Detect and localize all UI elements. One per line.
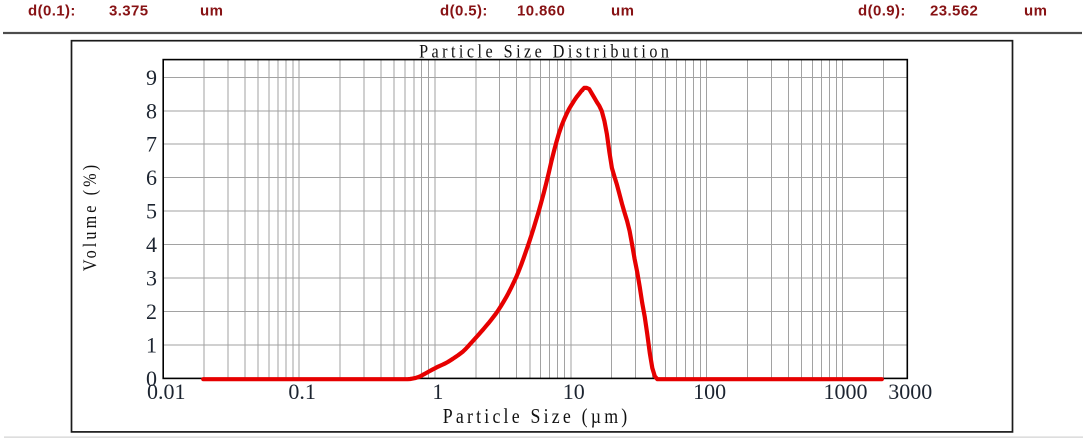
svg-text:8: 8 [146,98,157,123]
svg-text:4: 4 [146,232,157,257]
svg-text:1000: 1000 [824,379,868,404]
svg-text:10.860: 10.860 [517,3,565,20]
svg-text:100: 100 [693,379,726,404]
svg-text:23.562: 23.562 [930,3,978,20]
svg-text:10: 10 [563,379,585,404]
svg-text:Volume (%): Volume (%) [79,165,101,271]
svg-text:3000: 3000 [888,379,932,404]
svg-text:3: 3 [146,266,157,291]
svg-text:5: 5 [146,199,157,224]
svg-text:d(0.5):: d(0.5): [440,3,488,20]
svg-text:um: um [611,3,634,20]
svg-text:7: 7 [146,132,157,157]
svg-text:0: 0 [146,366,157,391]
svg-text:3.375: 3.375 [109,3,149,20]
svg-text:d(0.1):: d(0.1): [28,3,76,20]
svg-text:2: 2 [146,299,157,324]
svg-text:0.01: 0.01 [147,379,186,404]
svg-text:9: 9 [146,65,157,90]
svg-text:Particle Size (µm): Particle Size (µm) [443,406,627,429]
svg-text:1: 1 [432,379,443,404]
svg-text:0.1: 0.1 [288,379,316,404]
svg-text:1: 1 [146,332,157,357]
svg-text:6: 6 [146,165,157,190]
svg-text:d(0.9):: d(0.9): [858,3,906,20]
svg-text:Particle Size Distribution: Particle Size Distribution [419,40,669,62]
svg-text:um: um [200,3,223,20]
svg-text:um: um [1024,3,1047,20]
